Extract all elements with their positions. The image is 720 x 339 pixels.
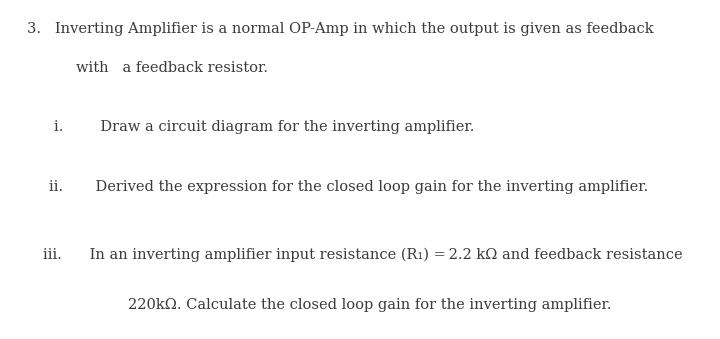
Text: i.        Draw a circuit diagram for the inverting amplifier.: i. Draw a circuit diagram for the invert… <box>54 120 474 134</box>
Text: ii.       Derived the expression for the closed loop gain for the inverting ampl: ii. Derived the expression for the close… <box>49 180 648 194</box>
Text: iii.      In an inverting amplifier input resistance (R₁) = 2.2 kΩ and feedback : iii. In an inverting amplifier input res… <box>43 247 683 262</box>
Text: 220kΩ. Calculate the closed loop gain for the inverting amplifier.: 220kΩ. Calculate the closed loop gain fo… <box>128 298 612 312</box>
Text: with   a feedback resistor.: with a feedback resistor. <box>76 61 268 75</box>
Text: 3.   Inverting Amplifier is a normal OP-Amp in which the output is given as feed: 3. Inverting Amplifier is a normal OP-Am… <box>27 22 654 36</box>
